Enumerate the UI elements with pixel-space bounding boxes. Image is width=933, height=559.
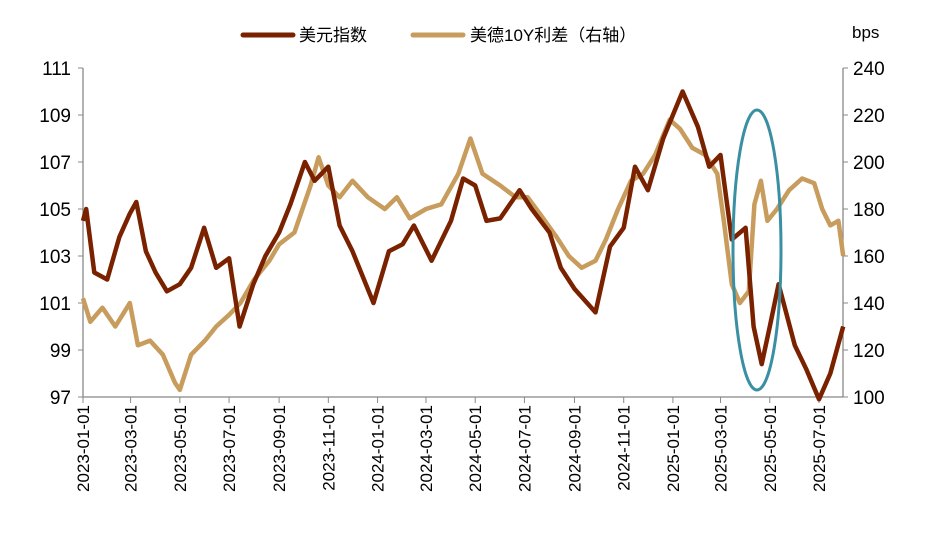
left-tick-label: 99	[50, 341, 71, 362]
x-tick-label: 2025-03-01	[712, 405, 731, 492]
axes: 97 99 101 103 105 107 109 111 100 120 140 160 180 200…	[39, 59, 884, 492]
x-tick-label: 2025-05-01	[761, 405, 780, 492]
right-tick-label: 160	[853, 247, 885, 268]
legend-label-spread: 美德10Y利差（右轴）	[470, 26, 636, 45]
right-tick-label: 100	[853, 388, 885, 409]
right-axis-unit: bps	[852, 23, 879, 42]
x-tick-label: 2023-01-01	[74, 405, 93, 492]
x-tick-label: 2024-07-01	[515, 405, 534, 492]
left-tick-label: 111	[42, 59, 71, 80]
left-tick-label: 109	[39, 106, 71, 127]
x-tick-label: 2023-09-01	[270, 405, 289, 492]
right-tick-label: 200	[853, 153, 885, 174]
x-tick-label: 2023-07-01	[220, 405, 239, 492]
x-tick-label: 2025-07-01	[810, 405, 829, 492]
x-tick-label: 2023-03-01	[122, 405, 141, 492]
left-tick-label: 101	[39, 294, 71, 315]
x-tick-label: 2024-05-01	[466, 405, 485, 492]
highlight-ellipse	[731, 108, 783, 392]
right-tick-label: 140	[853, 294, 885, 315]
left-tick-label: 107	[39, 153, 71, 174]
x-tick-label: 2024-01-01	[369, 405, 388, 492]
right-tick-label: 220	[853, 106, 885, 127]
right-tick-label: 120	[853, 341, 885, 362]
x-tick-label: 2024-03-01	[417, 405, 436, 492]
legend: 美元指数 美德10Y利差（右轴）	[240, 26, 636, 45]
x-tick-label: 2024-11-01	[615, 405, 634, 491]
left-tick-label: 97	[50, 388, 71, 409]
right-tick-label: 180	[853, 200, 885, 221]
series	[80, 89, 846, 402]
x-tick-label: 2025-01-01	[664, 405, 683, 492]
x-tick-label: 2024-09-01	[565, 405, 584, 492]
x-tick-label: 2023-05-01	[171, 405, 190, 492]
legend-label-dxy: 美元指数	[299, 26, 367, 45]
left-tick-label: 105	[39, 200, 71, 221]
right-tick-label: 240	[853, 59, 885, 80]
left-tick-label: 103	[39, 247, 71, 268]
x-tick-label: 2023-11-01	[319, 405, 338, 491]
